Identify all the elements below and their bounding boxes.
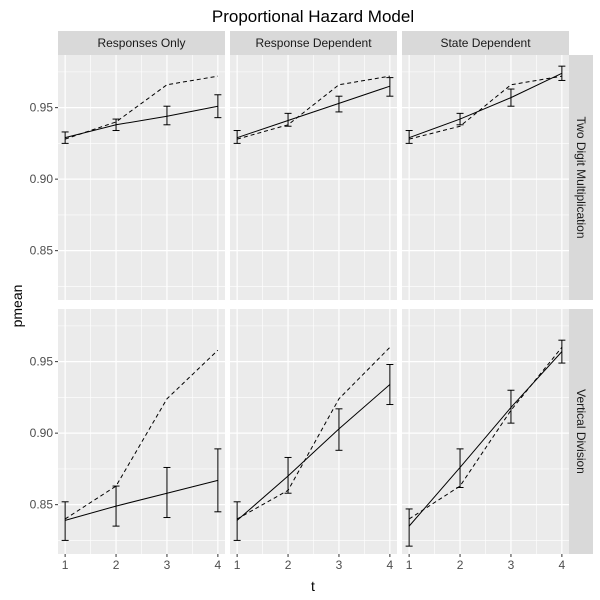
y-tick-label: 0.90 [30,172,54,186]
error-bar [386,77,394,97]
error-bar [405,508,413,547]
error-bar [335,408,343,451]
error-bar [214,448,222,513]
error-bar [284,456,292,494]
x-tick-label: 4 [215,558,222,572]
facet-panel [58,55,225,300]
x-tick-label: 2 [113,558,120,572]
facet-panel [402,309,569,554]
error-bar [558,339,566,364]
solid-series-line [236,85,391,139]
error-bar [335,95,343,113]
error-bar [386,363,394,406]
x-tick-label: 3 [336,558,343,572]
error-bar [112,118,120,132]
dashed-series-line [64,349,219,520]
y-tick-label: 0.95 [30,101,54,115]
column-strip-label: Response Dependent [255,36,372,50]
y-tick-label: 0.95 [30,355,54,369]
error-bar [507,389,515,424]
error-bar [456,112,464,126]
error-bar [507,88,515,107]
error-bar [112,485,120,527]
x-tick-label: 4 [387,558,394,572]
solid-series-line [236,384,391,521]
dashed-series-line [236,75,390,140]
y-tick-label: 0.85 [30,498,54,512]
error-bar [233,501,241,541]
x-tick-label: 1 [62,558,69,572]
column-strip-label: Responses Only [97,36,185,50]
error-bar [284,112,292,127]
dashed-series-line [409,75,562,140]
row-strip [569,309,593,554]
x-tick-label: 3 [164,558,171,572]
x-tick-label: 2 [457,558,464,572]
x-tick-label: 1 [234,558,241,572]
facet-panel [230,309,397,554]
x-tick-label: 4 [559,558,566,572]
solid-series-line [64,479,218,521]
facet-panel [402,55,569,300]
y-tick-label: 0.90 [30,426,54,440]
x-tick-label: 3 [508,558,515,572]
column-strip [402,31,569,55]
error-bar [163,466,171,519]
x-axis-title: t [311,578,315,594]
column-strip [230,31,397,55]
y-axis-title: pmean [9,285,25,328]
facet-panel [230,55,397,300]
error-bar [163,105,171,126]
error-bar [405,130,413,144]
row-strip [569,55,593,300]
solid-series-line [65,105,218,139]
error-bar [61,501,69,541]
dashed-series-line [408,347,563,520]
solid-series-line [408,72,563,139]
row-strip-label: Vertical Division [574,389,588,474]
y-tick-label: 0.85 [30,244,54,258]
x-tick-label: 2 [285,558,292,572]
chart-title: Proportional Hazard Model [212,7,414,26]
facet-panels: Responses Only Response Dependent State De… [58,31,593,554]
dashed-series-line [64,75,218,140]
facet-panel [58,309,225,554]
column-strip-label: State Dependent [440,36,531,50]
error-bar [558,65,566,81]
error-bar [214,94,222,119]
error-bar [456,448,464,488]
error-bar [233,130,241,144]
dashed-series-line [236,346,391,520]
x-tick-label: 1 [406,558,413,572]
row-strip-label: Two Digit Multiplication [574,116,588,238]
error-bar [61,131,69,144]
column-strip [58,31,225,55]
axes: 0.850.900.950.850.900.951 2 3 4 1 2 3 4 1 2 3 4 [30,101,566,572]
